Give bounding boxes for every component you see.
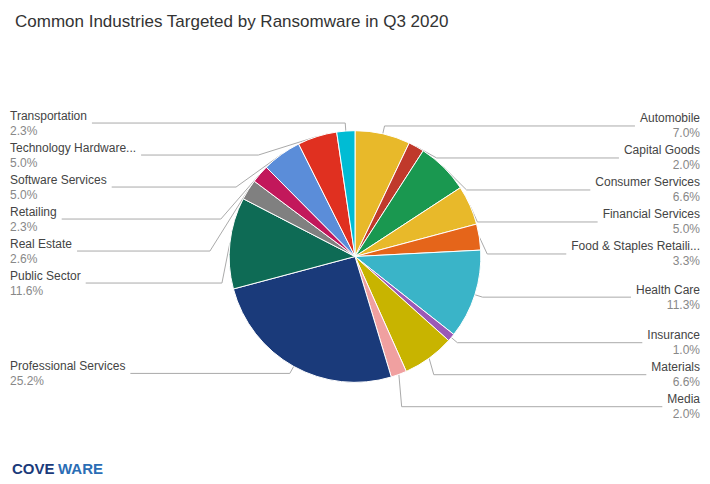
svg-text:Insurance: Insurance [647,328,700,342]
svg-text:2.0%: 2.0% [673,407,701,421]
svg-text:2.3%: 2.3% [10,124,38,138]
svg-text:3.3%: 3.3% [673,254,701,268]
svg-text:6.6%: 6.6% [673,190,701,204]
svg-text:Public Sector: Public Sector [10,269,81,283]
svg-text:Media: Media [667,392,700,406]
svg-text:Retailing: Retailing [10,205,57,219]
svg-text:Transportation: Transportation [10,109,87,123]
svg-text:Technology Hardware...: Technology Hardware... [10,141,136,155]
svg-text:Financial Services: Financial Services [603,207,700,221]
svg-text:25.2%: 25.2% [10,374,44,388]
svg-text:Software Services: Software Services [10,173,107,187]
svg-text:1.0%: 1.0% [673,343,701,357]
svg-text:Capital Goods: Capital Goods [624,143,700,157]
svg-text:2.6%: 2.6% [10,252,38,266]
svg-text:11.6%: 11.6% [10,284,43,298]
svg-text:Food & Staples Retaili...: Food & Staples Retaili... [571,239,700,253]
svg-text:6.6%: 6.6% [673,375,701,389]
svg-text:5.0%: 5.0% [10,156,38,170]
svg-text:5.0%: 5.0% [10,188,38,202]
svg-text:COVE: COVE [12,460,55,477]
svg-text:Health Care: Health Care [636,283,700,297]
svg-text:Professional Services: Professional Services [10,359,125,373]
svg-text:11.3%: 11.3% [667,298,700,312]
svg-text:Materials: Materials [651,360,700,374]
svg-text:Consumer Services: Consumer Services [595,175,700,189]
svg-text:5.0%: 5.0% [673,222,701,236]
svg-text:Automobile: Automobile [640,111,700,125]
svg-text:Common Industries Targeted by: Common Industries Targeted by Ransomware… [15,12,448,31]
svg-text:WARE: WARE [58,460,103,477]
svg-text:2.0%: 2.0% [673,158,701,172]
svg-text:Real Estate: Real Estate [10,237,72,251]
svg-text:7.0%: 7.0% [673,126,701,140]
svg-text:2.3%: 2.3% [10,220,38,234]
